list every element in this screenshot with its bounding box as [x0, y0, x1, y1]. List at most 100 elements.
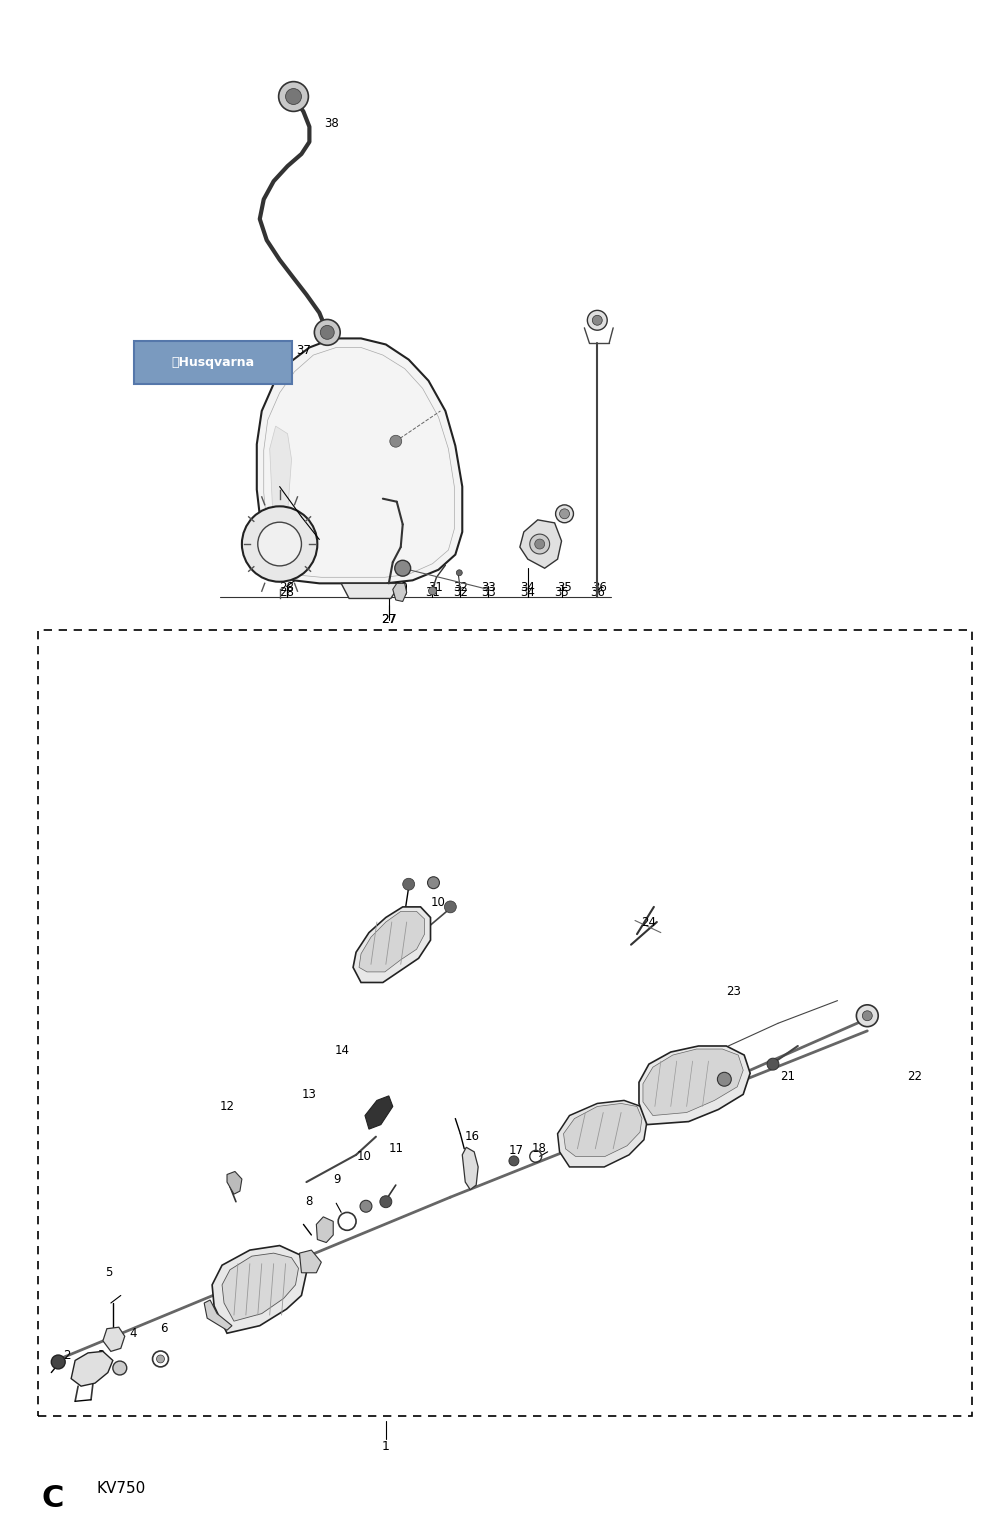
Text: 13: 13: [301, 1087, 316, 1101]
Polygon shape: [71, 1351, 113, 1386]
Text: KV750: KV750: [97, 1482, 146, 1497]
Text: 27: 27: [381, 614, 397, 626]
Text: 34: 34: [520, 582, 535, 594]
Polygon shape: [257, 338, 462, 583]
Circle shape: [390, 436, 402, 448]
Circle shape: [456, 570, 462, 576]
Circle shape: [157, 1355, 164, 1363]
Text: 30: 30: [393, 582, 408, 594]
Text: 12: 12: [220, 1100, 235, 1113]
Text: 28: 28: [279, 586, 294, 599]
Text: 1: 1: [382, 1441, 390, 1453]
Circle shape: [314, 320, 340, 346]
Text: C: C: [41, 1485, 64, 1514]
Text: 37: 37: [296, 344, 311, 356]
Text: 33: 33: [481, 582, 495, 594]
Circle shape: [360, 1200, 372, 1212]
Polygon shape: [643, 1049, 743, 1115]
Text: 32: 32: [453, 586, 468, 599]
Polygon shape: [212, 1246, 306, 1333]
Text: 15: 15: [393, 921, 408, 935]
Text: 35: 35: [554, 586, 569, 599]
Text: 29: 29: [254, 528, 269, 542]
Circle shape: [51, 1355, 65, 1369]
Circle shape: [862, 1011, 872, 1020]
Text: 14: 14: [334, 1045, 349, 1057]
Polygon shape: [462, 1147, 478, 1189]
Text: 10: 10: [431, 896, 445, 909]
Polygon shape: [299, 1250, 321, 1273]
Polygon shape: [270, 426, 292, 539]
Polygon shape: [558, 1101, 647, 1167]
Circle shape: [535, 539, 545, 548]
Text: 33: 33: [481, 586, 495, 599]
Circle shape: [530, 535, 550, 554]
Circle shape: [286, 88, 301, 105]
Text: 3: 3: [97, 1349, 104, 1363]
Circle shape: [428, 877, 439, 888]
FancyBboxPatch shape: [134, 341, 292, 384]
Text: 36: 36: [590, 586, 605, 599]
Text: 10: 10: [697, 1063, 711, 1077]
Polygon shape: [639, 1046, 750, 1124]
Text: 24: 24: [641, 915, 656, 929]
Text: 21: 21: [780, 1069, 795, 1083]
Polygon shape: [222, 1253, 298, 1320]
Text: 10: 10: [357, 1150, 372, 1164]
Text: ⓈHusqvarna: ⓈHusqvarna: [172, 356, 255, 369]
Circle shape: [242, 506, 317, 582]
Text: 18: 18: [532, 1142, 547, 1156]
Circle shape: [320, 326, 334, 340]
Circle shape: [258, 522, 301, 567]
Text: 38: 38: [324, 117, 339, 131]
Circle shape: [444, 902, 456, 912]
Text: 2: 2: [63, 1349, 71, 1363]
Text: 5: 5: [105, 1266, 112, 1279]
Circle shape: [380, 1196, 392, 1208]
Polygon shape: [365, 1097, 393, 1129]
Circle shape: [113, 1362, 127, 1375]
Text: 30: 30: [393, 586, 408, 599]
Polygon shape: [316, 1217, 333, 1243]
Polygon shape: [564, 1104, 642, 1156]
Circle shape: [592, 315, 602, 326]
Circle shape: [560, 509, 569, 519]
Text: 35: 35: [557, 582, 572, 594]
Text: 11: 11: [389, 1142, 404, 1156]
Text: 23: 23: [726, 985, 741, 998]
Circle shape: [403, 879, 415, 889]
Circle shape: [509, 1156, 519, 1165]
Text: 29: 29: [256, 522, 271, 536]
Text: 6: 6: [160, 1322, 168, 1336]
Text: 4: 4: [130, 1327, 137, 1340]
Circle shape: [767, 1058, 779, 1071]
Text: 28: 28: [279, 582, 294, 594]
Polygon shape: [520, 519, 562, 568]
Text: 16: 16: [464, 1130, 479, 1144]
Text: 37: 37: [153, 347, 168, 359]
Text: 9: 9: [333, 1173, 341, 1185]
Text: 31: 31: [425, 586, 440, 599]
Text: 27: 27: [381, 614, 396, 626]
Text: 36: 36: [592, 582, 607, 594]
Text: 32: 32: [453, 582, 468, 594]
Circle shape: [279, 82, 308, 111]
Text: 17: 17: [509, 1144, 524, 1157]
Polygon shape: [393, 583, 407, 602]
Text: 8: 8: [305, 1196, 313, 1208]
Polygon shape: [103, 1327, 125, 1351]
Polygon shape: [359, 911, 425, 972]
Circle shape: [587, 311, 607, 330]
Polygon shape: [353, 906, 431, 982]
Bar: [38, 631, 972, 1416]
Circle shape: [717, 1072, 731, 1086]
Text: 22: 22: [907, 1069, 922, 1083]
Text: 19: 19: [599, 1148, 614, 1162]
Circle shape: [556, 504, 573, 522]
Polygon shape: [204, 1301, 232, 1330]
Circle shape: [856, 1005, 878, 1027]
Circle shape: [395, 560, 411, 576]
Text: 31: 31: [428, 582, 443, 594]
Text: 7: 7: [263, 1284, 270, 1298]
Text: 34: 34: [520, 586, 535, 599]
